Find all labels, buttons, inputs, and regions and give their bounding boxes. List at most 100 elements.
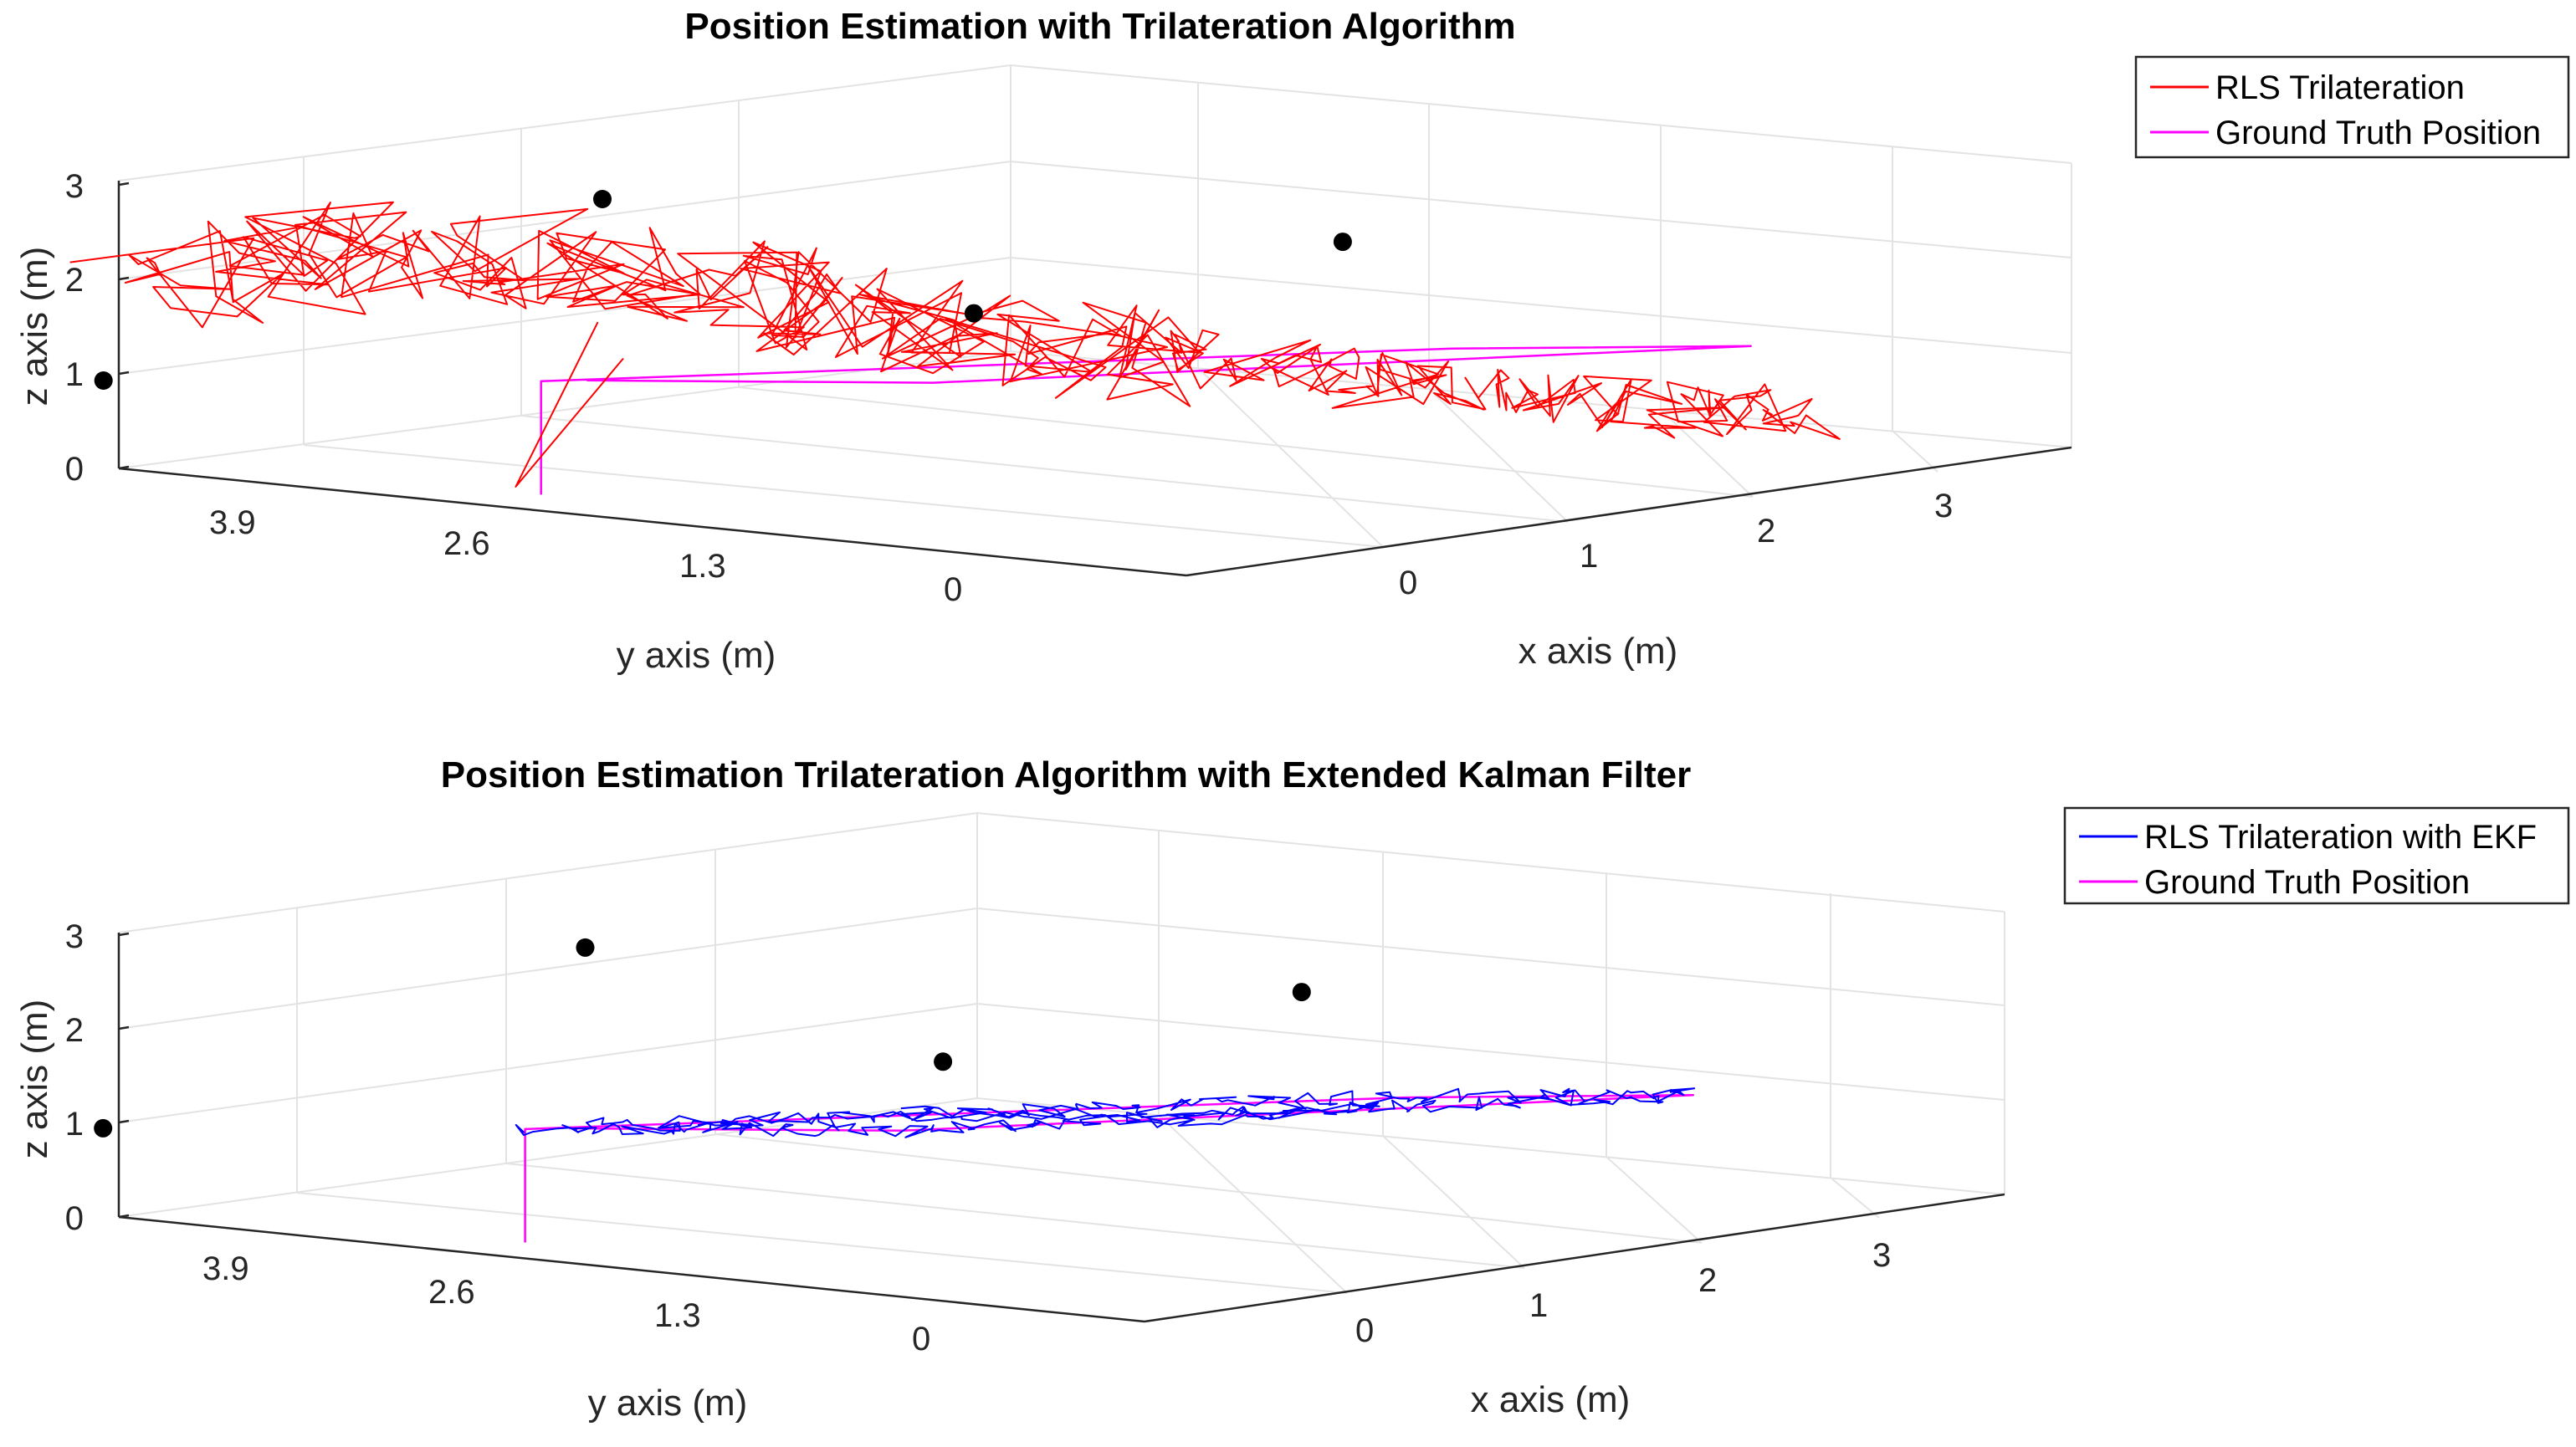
y-axis-label: y axis (m) (617, 635, 776, 676)
plot-series (69, 201, 1841, 495)
floor-back-edge-2 (976, 1097, 2005, 1195)
y-axis-label: y axis (m) (588, 1383, 748, 1424)
anchor-point (576, 938, 595, 957)
floor-back-edge (118, 350, 1011, 469)
anchor-point (593, 190, 612, 208)
z-tick-label: 3 (65, 918, 84, 955)
y-tick-label: 2.6 (443, 525, 490, 562)
z-grid (118, 1003, 978, 1123)
z-grid (1010, 257, 2072, 354)
axes (117, 181, 2072, 577)
rls-ekf-path (515, 1087, 1696, 1138)
bottom-plot: Position Estimation Trilateration Algori… (14, 754, 2570, 1424)
anchor-point (94, 1118, 113, 1138)
floor-grid (520, 415, 1569, 523)
plot-series (515, 1087, 1696, 1243)
y-tick-label: 3.9 (209, 504, 256, 541)
tick-labels: 0 1 2 3 3.9 2.6 1.3 0 0 1 2 3 (65, 918, 1892, 1358)
anchor-point (1333, 233, 1352, 252)
legend: RLS Trilateration Ground Truth Position (2134, 55, 2570, 159)
ground-truth-path (524, 1094, 1695, 1243)
anchor-points (94, 938, 1311, 1138)
x-axis-line (1186, 446, 2072, 577)
y-tick-label: 1.3 (654, 1297, 701, 1334)
rls-ekf-inner-path (657, 1101, 1374, 1129)
x-axis-label: x axis (m) (1471, 1379, 1631, 1420)
z-grid (976, 908, 2005, 1006)
top-plot: Position Estimation with Trilateration A… (14, 6, 2570, 676)
z-tick-mark (118, 371, 130, 376)
rls-trilateration-path (69, 201, 1841, 440)
legend: RLS Trilateration with EKF Ground Truth … (2063, 806, 2570, 905)
floor-grid (505, 1163, 1525, 1269)
z-tick-mark (118, 1025, 130, 1030)
floor-grid (303, 444, 1384, 548)
floor-grid (1830, 1177, 1880, 1219)
ground-truth-path (540, 345, 1752, 495)
x-tick-label: 0 (1355, 1312, 1374, 1349)
z-tick-label: 2 (65, 262, 84, 299)
chart-title: Position Estimation with Trilateration A… (684, 6, 1515, 47)
z-tick-label: 2 (65, 1012, 84, 1049)
floor-grid (1382, 1135, 1525, 1269)
y-tick-label: 2.6 (428, 1274, 475, 1311)
z-grid (976, 1003, 2005, 1101)
z-tick-label: 1 (65, 1106, 84, 1143)
x-tick-label: 3 (1934, 488, 1953, 524)
floor-grid (1660, 409, 1754, 498)
z-tick-mark (118, 932, 130, 937)
x-tick-label: 1 (1580, 538, 1598, 575)
z-axis-label: z axis (m) (14, 1000, 55, 1159)
floor-grid (1606, 1156, 1703, 1244)
legend-label-ekf: RLS Trilateration with EKF (2144, 819, 2537, 856)
anchor-point (1292, 983, 1311, 1002)
z-tick-mark (118, 465, 130, 470)
z-grid (1010, 161, 2072, 258)
legend-label-rls: RLS Trilateration (2215, 69, 2465, 106)
z-tick-mark (118, 1119, 130, 1124)
z-grid (118, 257, 1011, 375)
y-axis-line (118, 467, 1187, 577)
y-tick-label: 1.3 (679, 548, 726, 585)
legend-label-ground-truth: Ground Truth Position (2144, 864, 2470, 901)
floor-grid (1197, 367, 1384, 548)
y-tick-label: 0 (912, 1321, 930, 1358)
legend-box (2134, 55, 2570, 159)
z-tick-mark (118, 182, 130, 187)
y-axis-line (118, 1215, 1145, 1323)
anchor-point (934, 1052, 953, 1071)
left-wall-top (118, 812, 978, 933)
y-tick-label: 3.9 (202, 1250, 249, 1287)
floor-grid (1428, 388, 1569, 523)
floor-grid (1892, 430, 1938, 473)
floor-grid (1158, 1114, 1348, 1294)
anchor-points (94, 190, 1352, 390)
z-axis-label: z axis (m) (14, 247, 55, 406)
x-tick-label: 2 (1757, 513, 1775, 550)
z-tick-label: 1 (65, 356, 84, 393)
legend-label-ground-truth: Ground Truth Position (2215, 115, 2541, 151)
floor-grid (738, 386, 1754, 498)
axes (117, 932, 2005, 1323)
floor-grid (296, 1192, 1348, 1294)
anchor-point (964, 304, 983, 323)
z-tick-label: 3 (65, 168, 84, 205)
tick-labels: 0 1 2 3 3.9 2.6 1.3 0 0 1 2 3 (65, 168, 1954, 608)
back-wall-edge (976, 812, 2005, 913)
chart-title: Position Estimation Trilateration Algori… (441, 754, 1692, 795)
x-tick-label: 1 (1529, 1287, 1548, 1324)
z-tick-label: 0 (65, 451, 84, 488)
x-axis-label: x axis (m) (1518, 631, 1678, 672)
rls-trilateration-spike (515, 321, 624, 488)
x-axis-line (1144, 1193, 2005, 1323)
z-tick-mark (118, 1214, 130, 1219)
floor-grid (714, 1133, 1703, 1244)
z-tick-label: 0 (65, 1200, 84, 1237)
anchor-point (94, 371, 113, 390)
x-tick-label: 3 (1872, 1237, 1891, 1274)
z-grid (118, 908, 978, 1030)
y-tick-label: 0 (944, 571, 962, 608)
z-tick-mark (118, 276, 130, 281)
grid (118, 812, 2005, 1294)
